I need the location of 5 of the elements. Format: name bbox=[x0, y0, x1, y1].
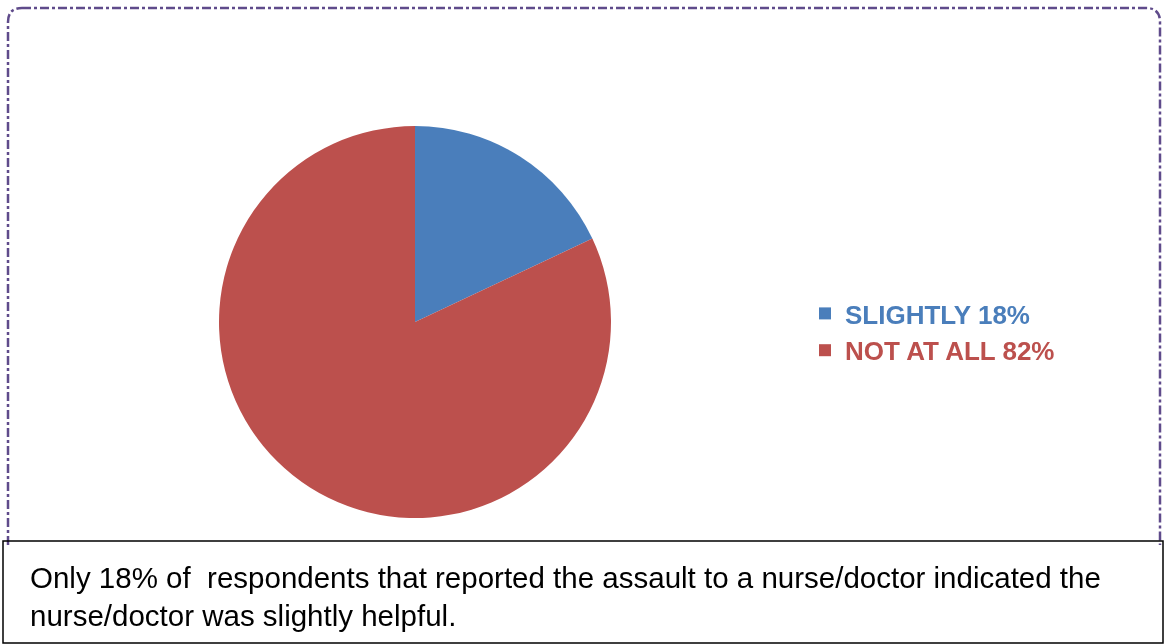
legend-label: SLIGHTLY 18% bbox=[845, 299, 1030, 330]
text: Only 18% of respondents that reported the assault to a nurse/doctor indicated the nurse/doctor was slightly helpful. bbox=[30, 561, 1101, 633]
pie-slice bbox=[219, 126, 611, 518]
legend-label: NOT AT ALL 82% bbox=[845, 336, 1055, 367]
pie-slice bbox=[415, 126, 593, 322]
